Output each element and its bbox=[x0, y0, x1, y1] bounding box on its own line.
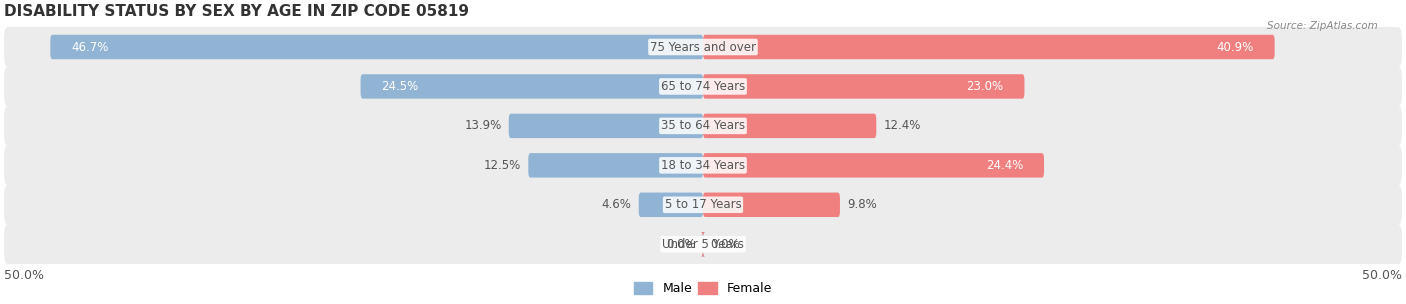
Text: 12.4%: 12.4% bbox=[883, 119, 921, 132]
Text: 5 to 17 Years: 5 to 17 Years bbox=[665, 198, 741, 211]
FancyBboxPatch shape bbox=[4, 145, 1402, 185]
Text: Under 5 Years: Under 5 Years bbox=[662, 238, 744, 251]
Text: 4.6%: 4.6% bbox=[602, 198, 631, 211]
FancyBboxPatch shape bbox=[4, 27, 1402, 67]
Legend: Male, Female: Male, Female bbox=[628, 277, 778, 300]
FancyBboxPatch shape bbox=[529, 153, 703, 178]
Text: 46.7%: 46.7% bbox=[72, 40, 108, 54]
FancyBboxPatch shape bbox=[703, 35, 1275, 59]
Text: 18 to 34 Years: 18 to 34 Years bbox=[661, 159, 745, 172]
FancyBboxPatch shape bbox=[638, 192, 703, 217]
FancyBboxPatch shape bbox=[703, 153, 1045, 178]
FancyBboxPatch shape bbox=[702, 232, 704, 257]
Text: DISABILITY STATUS BY SEX BY AGE IN ZIP CODE 05819: DISABILITY STATUS BY SEX BY AGE IN ZIP C… bbox=[4, 4, 470, 19]
FancyBboxPatch shape bbox=[360, 74, 703, 99]
FancyBboxPatch shape bbox=[4, 224, 1402, 264]
FancyBboxPatch shape bbox=[4, 185, 1402, 225]
Text: 75 Years and over: 75 Years and over bbox=[650, 40, 756, 54]
FancyBboxPatch shape bbox=[703, 114, 876, 138]
Text: 40.9%: 40.9% bbox=[1216, 40, 1254, 54]
FancyBboxPatch shape bbox=[702, 232, 704, 257]
Text: 24.4%: 24.4% bbox=[986, 159, 1024, 172]
FancyBboxPatch shape bbox=[703, 192, 839, 217]
Text: Source: ZipAtlas.com: Source: ZipAtlas.com bbox=[1267, 21, 1378, 31]
Text: 35 to 64 Years: 35 to 64 Years bbox=[661, 119, 745, 132]
Text: 23.0%: 23.0% bbox=[966, 80, 1004, 93]
FancyBboxPatch shape bbox=[4, 66, 1402, 107]
FancyBboxPatch shape bbox=[703, 74, 1025, 99]
Text: 50.0%: 50.0% bbox=[1362, 269, 1402, 282]
Text: 0.0%: 0.0% bbox=[666, 238, 696, 251]
FancyBboxPatch shape bbox=[4, 106, 1402, 146]
Text: 13.9%: 13.9% bbox=[464, 119, 502, 132]
Text: 50.0%: 50.0% bbox=[4, 269, 44, 282]
Text: 9.8%: 9.8% bbox=[846, 198, 877, 211]
FancyBboxPatch shape bbox=[51, 35, 703, 59]
FancyBboxPatch shape bbox=[509, 114, 703, 138]
Text: 12.5%: 12.5% bbox=[484, 159, 522, 172]
Text: 0.0%: 0.0% bbox=[710, 238, 740, 251]
Text: 24.5%: 24.5% bbox=[381, 80, 419, 93]
Text: 65 to 74 Years: 65 to 74 Years bbox=[661, 80, 745, 93]
